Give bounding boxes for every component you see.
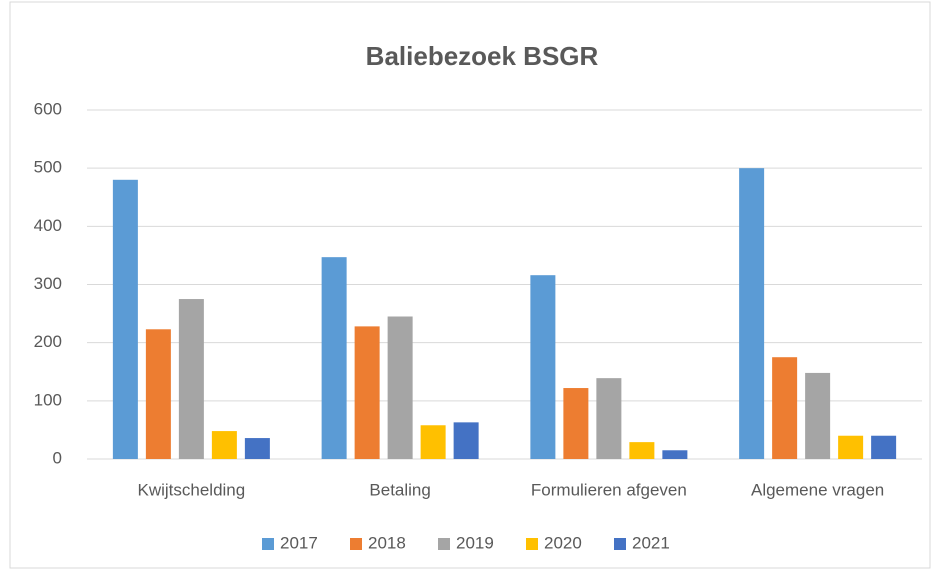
bar bbox=[387, 316, 413, 459]
bar bbox=[629, 442, 655, 459]
bar bbox=[838, 435, 864, 459]
bar bbox=[145, 329, 171, 459]
y-tick-label: 200 bbox=[34, 332, 62, 351]
legend-swatch bbox=[614, 538, 626, 550]
bar bbox=[530, 275, 556, 459]
bar bbox=[211, 431, 237, 459]
y-tick-label: 600 bbox=[34, 99, 62, 118]
legend-label: 2019 bbox=[456, 533, 494, 552]
legend-label: 2021 bbox=[632, 533, 670, 552]
y-tick-label: 100 bbox=[34, 390, 62, 409]
bar bbox=[178, 299, 204, 459]
bar bbox=[563, 388, 589, 459]
x-tick-label: Algemene vragen bbox=[751, 480, 884, 499]
bar bbox=[739, 168, 765, 459]
y-tick-label: 400 bbox=[34, 216, 62, 235]
x-tick-label: Kwijtschelding bbox=[138, 480, 246, 499]
bar bbox=[244, 438, 270, 459]
bar bbox=[453, 422, 479, 459]
bar bbox=[772, 357, 798, 459]
legend-swatch bbox=[262, 538, 274, 550]
legend-label: 2017 bbox=[280, 533, 318, 552]
legend-swatch bbox=[526, 538, 538, 550]
bar bbox=[596, 378, 622, 459]
chart-title: Baliebezoek BSGR bbox=[366, 41, 599, 71]
legend-label: 2020 bbox=[544, 533, 582, 552]
legend-swatch bbox=[350, 538, 362, 550]
bar bbox=[871, 435, 897, 459]
bar bbox=[420, 425, 446, 459]
bar bbox=[321, 257, 347, 459]
bar bbox=[662, 450, 688, 459]
y-tick-label: 300 bbox=[34, 274, 62, 293]
y-tick-label: 0 bbox=[53, 448, 62, 467]
legend-label: 2018 bbox=[368, 533, 406, 552]
bar bbox=[112, 179, 138, 460]
bar bbox=[805, 372, 831, 459]
y-tick-label: 500 bbox=[34, 158, 62, 177]
x-tick-label: Formulieren afgeven bbox=[531, 480, 687, 499]
x-tick-label: Betaling bbox=[369, 480, 430, 499]
bar bbox=[354, 326, 380, 459]
legend-swatch bbox=[438, 538, 450, 550]
